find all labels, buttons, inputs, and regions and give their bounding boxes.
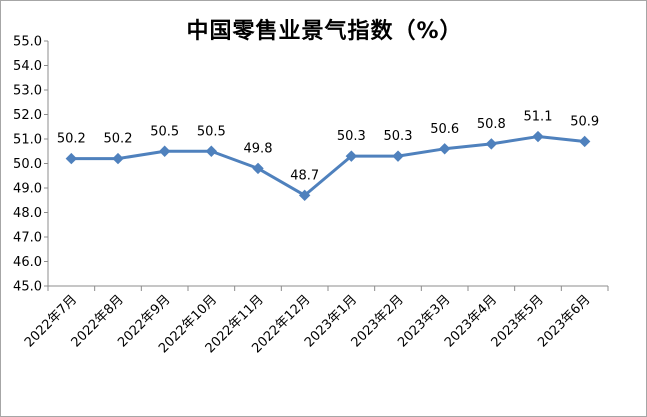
data-point-marker <box>485 138 498 150</box>
y-tick-label: 45.0 <box>13 280 42 295</box>
data-point-marker <box>578 135 591 148</box>
data-point-marker <box>532 130 544 143</box>
data-label: 51.1 <box>524 110 553 125</box>
data-point-marker <box>252 162 264 175</box>
y-tick-label: 55.0 <box>13 35 42 50</box>
y-axis: 45.0 46.0 47.0 48.0 49.0 50.0 51.0 52.0 53.0 54.0… <box>13 35 49 295</box>
data-label: 50.5 <box>197 124 226 139</box>
data-point-marker <box>112 152 124 165</box>
data-label: 50.8 <box>477 117 506 132</box>
data-point-marker <box>205 145 218 157</box>
y-tick-label: 50.0 <box>13 157 42 172</box>
y-tick-label: 51.0 <box>13 133 42 148</box>
data-label: 50.2 <box>57 132 86 147</box>
y-tick-label: 52.0 <box>13 108 42 123</box>
data-label: 50.3 <box>337 129 366 144</box>
data-label: 50.2 <box>104 132 133 147</box>
data-point-marker <box>158 145 171 157</box>
data-point-marker <box>345 150 358 162</box>
y-tick-label: 54.0 <box>13 59 42 74</box>
data-label: 50.6 <box>430 122 459 137</box>
y-tick-label: 47.0 <box>13 231 42 246</box>
chart-title: 中国零售业景气指数（%） <box>186 19 463 44</box>
data-label: 50.5 <box>150 124 179 139</box>
data-labels: 50.2 50.2 50.5 50.5 49.8 48.7 50.3 50.3 50.6 50.8… <box>57 110 599 184</box>
y-tick-label: 53.0 <box>13 84 42 99</box>
x-axis: 2022年7月2022年8月2022年9月2022年10月2022年11月202… <box>22 285 609 356</box>
y-tick-label: 48.0 <box>13 206 42 221</box>
y-tick-label: 49.0 <box>13 182 42 197</box>
data-label: 50.9 <box>570 114 599 129</box>
data-label: 50.3 <box>384 129 413 144</box>
data-point-marker <box>438 143 451 155</box>
data-point-marker <box>65 152 78 165</box>
series-line-path <box>71 135 585 197</box>
data-label: 49.8 <box>244 141 273 156</box>
data-point-marker <box>298 189 311 202</box>
data-label: 48.7 <box>290 168 319 183</box>
series-line <box>65 130 591 202</box>
data-point-marker <box>392 150 404 162</box>
y-tick-label: 46.0 <box>13 255 42 270</box>
